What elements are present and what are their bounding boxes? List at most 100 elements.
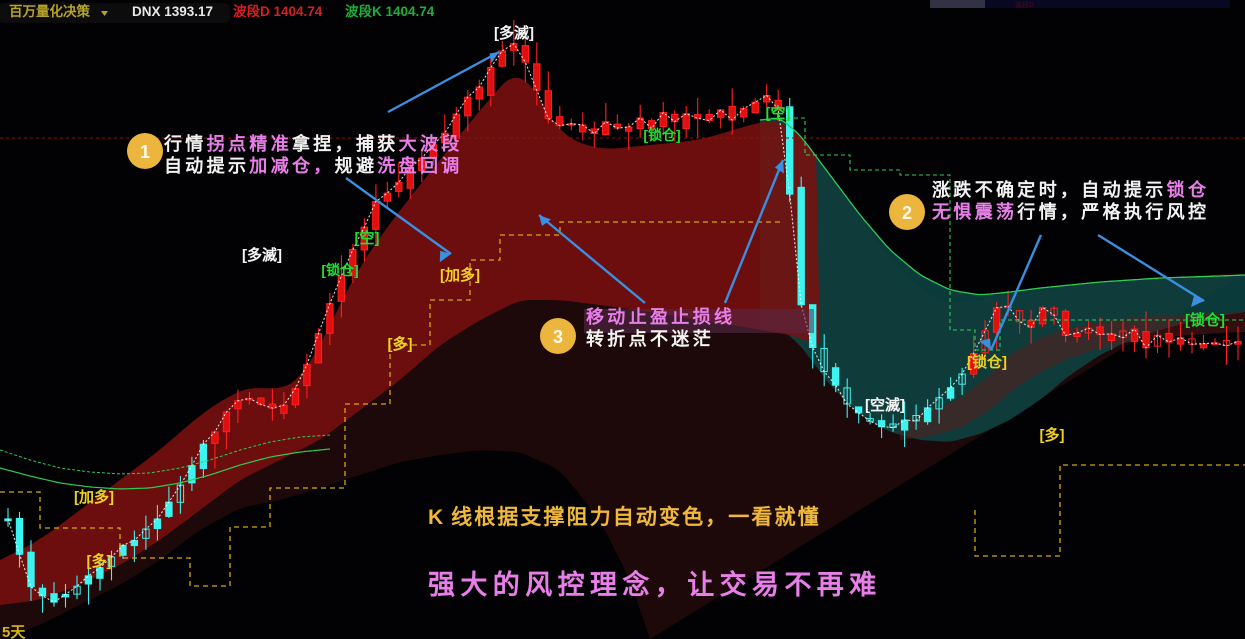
svg-text:，: ， bbox=[1060, 202, 1078, 222]
svg-text:段: 段 bbox=[441, 133, 460, 154]
svg-text:提: 提 bbox=[1124, 179, 1143, 200]
svg-text:易: 易 bbox=[752, 570, 779, 600]
svg-text:减: 减 bbox=[271, 155, 289, 176]
svg-text:DNX 1393.17: DNX 1393.17 bbox=[132, 4, 213, 19]
svg-text:[多]: [多] bbox=[1040, 426, 1065, 444]
svg-text:根: 根 bbox=[474, 506, 495, 529]
svg-text:大: 大 bbox=[460, 570, 487, 600]
svg-text:自: 自 bbox=[1081, 179, 1099, 200]
svg-text:[多滅]: [多滅] bbox=[242, 246, 282, 264]
svg-text:自: 自 bbox=[164, 155, 182, 176]
svg-text:动: 动 bbox=[1103, 180, 1121, 200]
svg-text:波段D: 波段D bbox=[1015, 0, 1034, 9]
svg-text:2: 2 bbox=[902, 203, 912, 223]
svg-text:准: 准 bbox=[271, 133, 289, 154]
svg-text:行: 行 bbox=[1144, 201, 1163, 222]
svg-text:定: 定 bbox=[1017, 179, 1035, 200]
svg-text:回: 回 bbox=[420, 156, 438, 176]
svg-text:，: ， bbox=[1060, 180, 1078, 200]
svg-text:行: 行 bbox=[1016, 201, 1035, 222]
svg-text:损: 损 bbox=[693, 306, 711, 327]
svg-text:不: 不 bbox=[650, 329, 668, 349]
svg-text:示: 示 bbox=[228, 156, 246, 176]
svg-text:拐: 拐 bbox=[207, 133, 225, 154]
svg-text:据: 据 bbox=[497, 506, 518, 529]
svg-text:控: 控 bbox=[1188, 201, 1206, 222]
svg-text:转: 转 bbox=[586, 328, 604, 349]
svg-text:，: ， bbox=[313, 156, 331, 176]
svg-text:动: 动 bbox=[185, 156, 203, 176]
svg-text:格: 格 bbox=[1103, 201, 1122, 222]
svg-text:K: K bbox=[428, 506, 443, 529]
svg-text:移: 移 bbox=[586, 306, 604, 327]
svg-text:[锁仓]: [锁仓] bbox=[321, 262, 358, 278]
svg-text:大: 大 bbox=[399, 133, 417, 154]
svg-text:1: 1 bbox=[140, 142, 150, 162]
svg-text:迷: 迷 bbox=[670, 329, 690, 349]
svg-text:盘: 盘 bbox=[399, 155, 417, 176]
svg-text:点: 点 bbox=[228, 133, 246, 154]
svg-text:[空]: [空] bbox=[355, 229, 380, 247]
svg-text:变: 变 bbox=[659, 505, 680, 529]
svg-text:[空滅]: [空滅] bbox=[865, 396, 905, 414]
svg-text:洗: 洗 bbox=[377, 155, 395, 176]
svg-text:止: 止 bbox=[629, 306, 647, 327]
svg-text:锁: 锁 bbox=[1167, 179, 1185, 200]
svg-text:确: 确 bbox=[996, 179, 1014, 200]
svg-text:，: ， bbox=[705, 506, 726, 529]
svg-text:力: 力 bbox=[590, 506, 611, 529]
svg-text:仓: 仓 bbox=[1187, 179, 1207, 200]
svg-text:不: 不 bbox=[975, 180, 993, 200]
svg-text:再: 再 bbox=[817, 570, 844, 600]
svg-text:风: 风 bbox=[1167, 202, 1185, 222]
svg-text:无: 无 bbox=[932, 202, 950, 222]
svg-text:严: 严 bbox=[1081, 202, 1099, 222]
svg-text:看: 看 bbox=[751, 506, 772, 529]
svg-text:荡: 荡 bbox=[996, 201, 1014, 222]
svg-text:跌: 跌 bbox=[953, 179, 972, 200]
svg-text:5天: 5天 bbox=[2, 624, 26, 639]
svg-text:[加多]: [加多] bbox=[74, 488, 114, 506]
svg-text:规: 规 bbox=[335, 156, 353, 176]
svg-text:折: 折 bbox=[607, 328, 625, 349]
svg-text:[空]: [空] bbox=[766, 104, 791, 122]
svg-text:调: 调 bbox=[441, 156, 459, 176]
svg-text:精: 精 bbox=[249, 133, 267, 154]
svg-text:获: 获 bbox=[377, 133, 395, 154]
svg-text:[多滅]: [多滅] bbox=[494, 24, 534, 42]
svg-text:[多]: [多] bbox=[388, 335, 413, 353]
svg-text:执: 执 bbox=[1124, 201, 1142, 222]
svg-text:[锁仓]: [锁仓] bbox=[1185, 311, 1225, 329]
svg-text:涨: 涨 bbox=[932, 180, 950, 200]
svg-text:行: 行 bbox=[163, 133, 182, 154]
svg-text:动: 动 bbox=[636, 506, 657, 529]
svg-text:拿: 拿 bbox=[291, 133, 311, 154]
svg-text:加: 加 bbox=[248, 156, 267, 176]
svg-text:情: 情 bbox=[1039, 202, 1057, 222]
svg-text:阻: 阻 bbox=[567, 506, 588, 529]
svg-text:提: 提 bbox=[207, 155, 226, 176]
svg-text:情: 情 bbox=[185, 134, 203, 154]
svg-text:仓: 仓 bbox=[291, 155, 311, 176]
svg-text:捕: 捕 bbox=[356, 133, 374, 154]
svg-text:色: 色 bbox=[682, 505, 703, 529]
svg-text:理: 理 bbox=[590, 570, 617, 600]
svg-text:示: 示 bbox=[1145, 180, 1163, 200]
svg-text:[加多]: [加多] bbox=[440, 266, 480, 284]
svg-text:撑: 撑 bbox=[544, 505, 565, 529]
svg-text:难: 难 bbox=[848, 570, 876, 600]
svg-text:捏: 捏 bbox=[313, 133, 331, 154]
svg-text:动: 动 bbox=[607, 307, 625, 327]
svg-text:念: 念 bbox=[622, 569, 649, 600]
svg-text:波段D 1404.74: 波段D 1404.74 bbox=[233, 3, 323, 19]
svg-text:一: 一 bbox=[728, 506, 749, 529]
svg-text:3: 3 bbox=[553, 327, 563, 347]
svg-text:支: 支 bbox=[520, 506, 542, 529]
svg-text:风: 风 bbox=[525, 570, 552, 600]
svg-text:惧: 惧 bbox=[953, 201, 971, 222]
svg-text:的: 的 bbox=[493, 569, 520, 600]
svg-text:时: 时 bbox=[1039, 180, 1057, 200]
svg-text:止: 止 bbox=[671, 306, 689, 327]
svg-text:懂: 懂 bbox=[798, 505, 819, 529]
svg-text:波: 波 bbox=[420, 133, 439, 154]
